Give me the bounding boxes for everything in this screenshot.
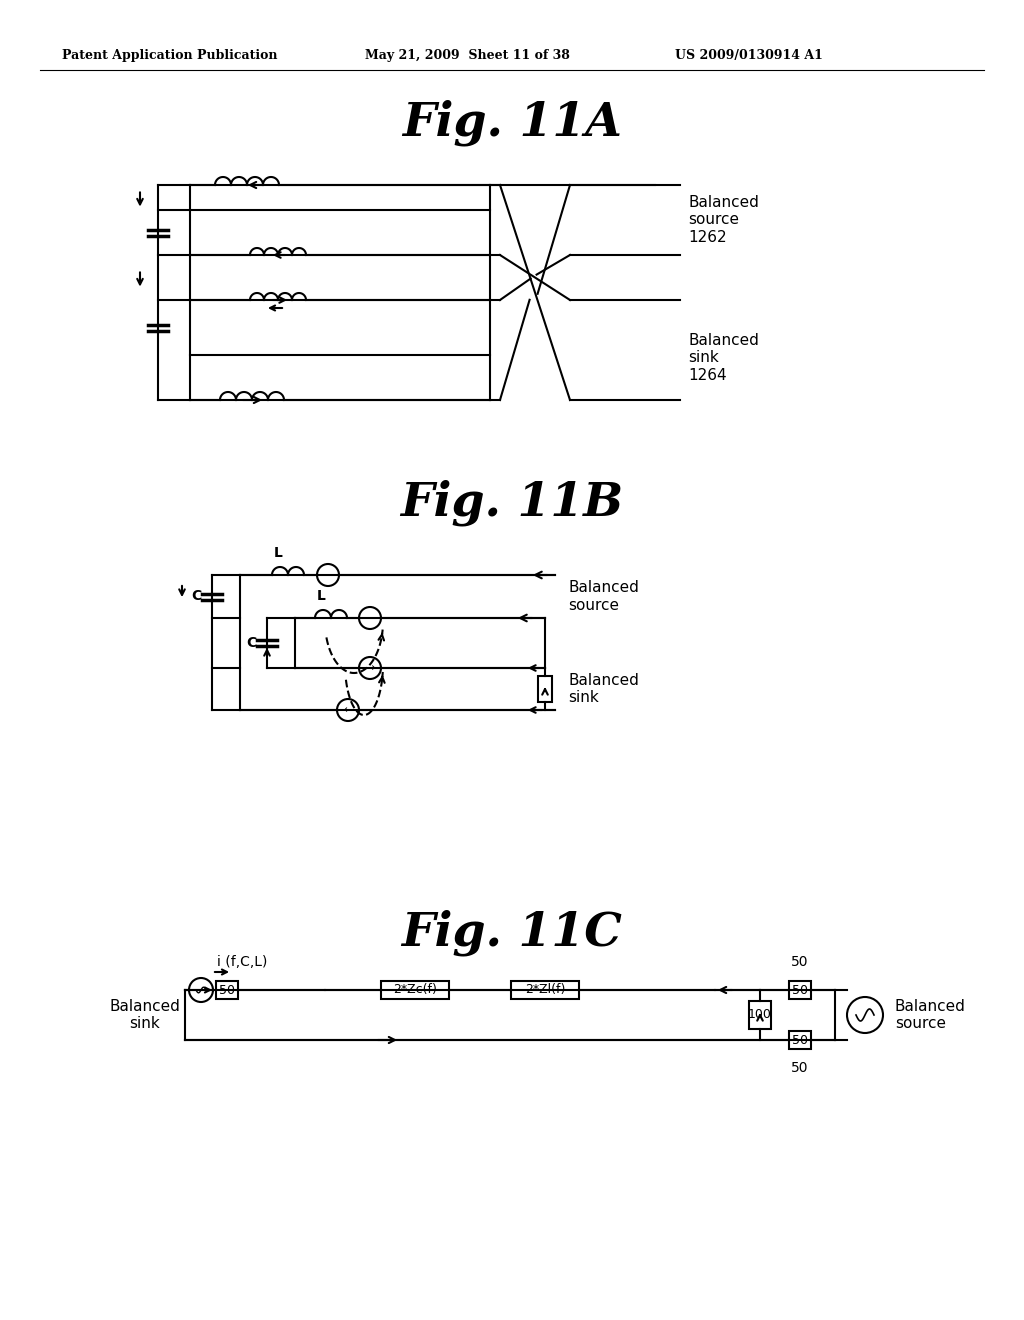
Text: →: → xyxy=(366,663,375,673)
Bar xyxy=(216,981,238,999)
Bar xyxy=(790,981,811,999)
Bar xyxy=(538,676,552,702)
Text: 50: 50 xyxy=(792,1061,809,1074)
Text: C: C xyxy=(190,590,201,603)
Text: Fig. 11B: Fig. 11B xyxy=(400,480,624,527)
Text: 50: 50 xyxy=(792,954,809,969)
Text: 50: 50 xyxy=(219,983,234,997)
Text: L: L xyxy=(273,546,283,560)
Text: Balanced
sink
1264: Balanced sink 1264 xyxy=(688,333,759,383)
Text: 100: 100 xyxy=(749,1008,772,1022)
Text: Fig. 11A: Fig. 11A xyxy=(402,100,622,147)
Text: Patent Application Publication: Patent Application Publication xyxy=(62,49,278,62)
Text: Balanced
source: Balanced source xyxy=(895,999,966,1031)
Text: 2*Zl(f): 2*Zl(f) xyxy=(525,983,565,997)
Bar xyxy=(511,981,579,999)
Text: Balanced
source
1262: Balanced source 1262 xyxy=(688,195,759,246)
Text: C: C xyxy=(246,636,256,649)
Text: Balanced
sink: Balanced sink xyxy=(568,673,639,705)
Text: 50: 50 xyxy=(792,1034,808,1047)
Text: 2*Zc(f): 2*Zc(f) xyxy=(393,983,437,997)
Text: i (f,C,L): i (f,C,L) xyxy=(217,954,267,969)
Text: Balanced
sink: Balanced sink xyxy=(110,999,180,1031)
Bar xyxy=(381,981,449,999)
Text: 50: 50 xyxy=(792,983,808,997)
Text: L: L xyxy=(316,589,326,603)
Bar xyxy=(749,1001,771,1030)
Text: ←: ← xyxy=(343,705,352,715)
Text: May 21, 2009  Sheet 11 of 38: May 21, 2009 Sheet 11 of 38 xyxy=(365,49,570,62)
Text: US 2009/0130914 A1: US 2009/0130914 A1 xyxy=(675,49,823,62)
Bar xyxy=(790,1031,811,1049)
Text: Balanced
source: Balanced source xyxy=(568,581,639,612)
Text: Fig. 11C: Fig. 11C xyxy=(401,909,623,957)
